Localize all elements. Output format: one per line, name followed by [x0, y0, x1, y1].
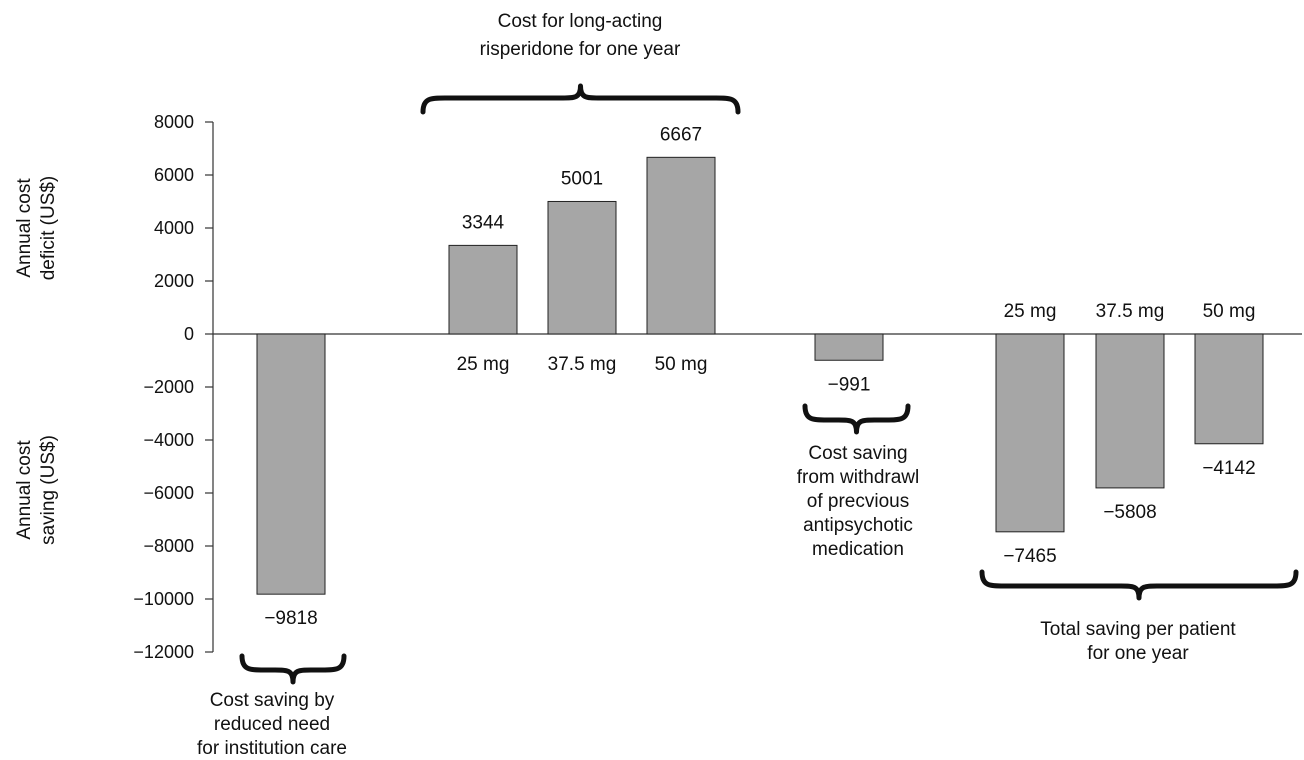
bar-value-labels: −9818 3344 5001 6667 −991 −7465 −5808 −4142 [264, 124, 1255, 629]
bar [547, 200, 617, 335]
dose-label: 25 mg [457, 354, 510, 375]
bar [1095, 333, 1165, 489]
dose-label: 37.5 mg [548, 354, 617, 375]
annotation-line: Cost for long-acting [498, 11, 663, 32]
dose-label: 25 mg [1004, 301, 1057, 322]
annotations: Cost for long-acting risperidone for one … [197, 11, 1236, 759]
bars [256, 156, 1264, 595]
annotation-line: for one year [1087, 643, 1189, 664]
annotation-line: from withdrawl [797, 467, 919, 488]
y-axis-labels: Annual cost deficit (US$) Annual cost sa… [14, 176, 59, 545]
bar [995, 333, 1065, 533]
bar-value-label: −4142 [1202, 458, 1255, 479]
annotation-line: Total saving per patient [1040, 619, 1236, 640]
y-ticks: 8000 6000 4000 2000 0 −2000 −4000 −6000 −8000 −10… [133, 112, 213, 662]
annotation-line: risperidone for one year [480, 39, 681, 60]
dose-labels: 25 mg 37.5 mg 50 mg 25 mg 37.5 mg 50 mg [457, 301, 1256, 375]
annotation-line: antipsychotic [803, 515, 913, 536]
y-tick-label: 0 [184, 324, 194, 344]
bar [256, 333, 326, 595]
brace [802, 403, 911, 435]
brace [420, 83, 741, 115]
y-label-bottom-line-1: Annual cost [14, 440, 35, 540]
bar-value-label: 3344 [462, 212, 505, 233]
bar [814, 333, 884, 361]
y-tick-label: 8000 [154, 112, 194, 132]
braces [239, 83, 1299, 685]
bar-value-label: −5808 [1103, 502, 1156, 523]
y-tick-label: −4000 [143, 430, 194, 450]
brace [239, 653, 347, 685]
annotation-line: Cost saving [808, 443, 907, 464]
annotation-line: Cost saving by [210, 690, 335, 711]
dose-label: 50 mg [655, 354, 708, 375]
bar [1194, 333, 1264, 445]
y-tick-label: −2000 [143, 377, 194, 397]
y-label-top-line-2: deficit (US$) [38, 176, 59, 281]
y-tick-label: 6000 [154, 165, 194, 185]
dose-label: 37.5 mg [1096, 301, 1165, 322]
y-label-top-line-1: Annual cost [14, 178, 35, 278]
bar-value-label: −991 [828, 374, 871, 395]
y-tick-label: 2000 [154, 271, 194, 291]
bar [448, 244, 518, 335]
y-tick-label: −8000 [143, 536, 194, 556]
y-tick-label: 4000 [154, 218, 194, 238]
bar-value-label: −9818 [264, 608, 317, 629]
bar-value-label: −7465 [1003, 546, 1056, 567]
y-tick-label: −12000 [133, 642, 194, 662]
annotation-line: of precvious [807, 491, 909, 512]
annotation-line: for institution care [197, 738, 347, 759]
dose-label: 50 mg [1203, 301, 1256, 322]
annotation-line: reduced need [214, 714, 330, 735]
bar [646, 156, 716, 335]
annotation-line: medication [812, 539, 904, 560]
y-tick-label: −6000 [143, 483, 194, 503]
bar-value-label: 5001 [561, 168, 603, 189]
bar-value-label: 6667 [660, 124, 702, 145]
y-tick-label: −10000 [133, 589, 194, 609]
brace [979, 569, 1299, 601]
y-label-bottom-line-2: saving (US$) [38, 435, 59, 545]
